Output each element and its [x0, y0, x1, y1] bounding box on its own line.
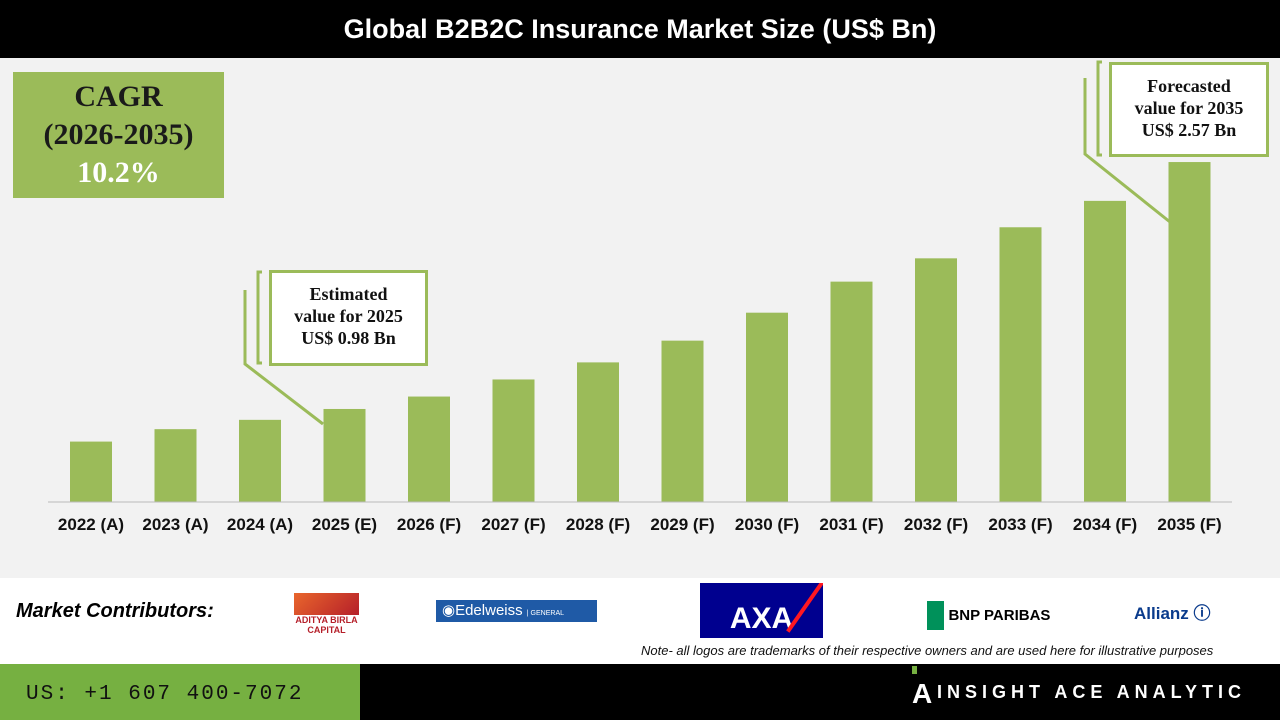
edelweiss-logo: ◉Edelweiss | GENERAL INSURANCE	[436, 600, 597, 642]
x-tick-label: 2035 (F)	[1157, 515, 1221, 534]
x-tick-label: 2024 (A)	[227, 515, 293, 534]
callout-text: value for 2035	[1134, 98, 1244, 118]
bar-2025	[323, 408, 366, 502]
x-tick-label: 2023 (A)	[142, 515, 208, 534]
bar-2030	[746, 312, 788, 502]
brand-logo-mark: A	[912, 678, 933, 709]
bar-2028	[577, 362, 619, 502]
bnp-paribas-logo: BNP PARIBAS	[927, 601, 1072, 631]
estimated-callout: Estimated value for 2025 US$ 0.98 Bn	[269, 270, 428, 366]
x-tick-label: 2025 (E)	[312, 515, 377, 534]
brand-bar: A INSIGHT ACE ANALYTIC	[360, 664, 1280, 720]
callout-text: Forecasted	[1147, 76, 1231, 96]
bar-2033	[999, 227, 1042, 503]
x-tick-label: 2026 (F)	[397, 515, 461, 534]
cagr-label: CAGR	[74, 80, 163, 113]
bar-2022	[70, 441, 112, 502]
x-tick-label: 2022 (A)	[58, 515, 124, 534]
estimated-connector	[243, 290, 324, 426]
forecast-callout: Forecasted value for 2035 US$ 2.57 Bn	[1109, 62, 1269, 157]
x-tick-label: 2031 (F)	[819, 515, 883, 534]
cagr-box: CAGR (2026-2035) 10.2%	[13, 72, 224, 198]
allianz-logo: Allianz ⓘ	[1134, 604, 1211, 623]
trademark-note: Note- all logos are trademarks of their …	[641, 643, 1214, 658]
axa-logo: AXA	[700, 583, 823, 638]
x-tick-label: 2033 (F)	[988, 515, 1052, 534]
contributors-label: Market Contributors:	[16, 600, 214, 622]
bar-chart: 2022 (A) 2023 (A) 2024 (A) 2025 (E) 2026 (F)…	[48, 60, 1232, 534]
bar-2031	[830, 281, 873, 502]
bar-2024	[239, 419, 281, 502]
chart-title: Global B2B2C Insurance Market Size (US$ …	[0, 0, 1280, 58]
bar-2032	[915, 258, 957, 502]
cagr-period: (2026-2035)	[43, 118, 194, 151]
x-tick-label: 2027 (F)	[481, 515, 545, 534]
cagr-value: 10.2%	[77, 156, 160, 189]
x-tick-label: 2028 (F)	[566, 515, 630, 534]
callout-text: value for 2025	[294, 306, 403, 326]
callout-value: US$ 0.98 Bn	[301, 328, 396, 348]
brand-logo-icon	[912, 666, 917, 674]
callout-text: Estimated	[309, 284, 388, 304]
callout-value: US$ 2.57 Bn	[1141, 120, 1237, 140]
plot-area: 2022 (A) 2023 (A) 2024 (A) 2025 (E) 2026 (F)…	[0, 58, 1280, 578]
forecast-connector	[1083, 78, 1171, 224]
x-tick-label: 2034 (F)	[1073, 515, 1137, 534]
bar-2023	[154, 429, 197, 502]
bar-2034	[1084, 200, 1126, 503]
x-tick-label: 2032 (F)	[904, 515, 968, 534]
phone-number: US: +1 607 400-7072	[0, 664, 360, 720]
aditya-birla-logo: ADITYA BIRLA CAPITAL	[294, 593, 359, 639]
forecast-bracket	[1096, 60, 1102, 157]
bar-2035	[1168, 162, 1211, 502]
bar-2029	[661, 340, 704, 502]
bar-2026	[408, 396, 450, 502]
brand-name: INSIGHT ACE ANALYTIC	[936, 682, 1246, 702]
x-tick-label: 2030 (F)	[735, 515, 799, 534]
bar-2027	[492, 379, 535, 502]
x-tick-label: 2029 (F)	[650, 515, 714, 534]
estimated-bracket	[256, 270, 262, 365]
